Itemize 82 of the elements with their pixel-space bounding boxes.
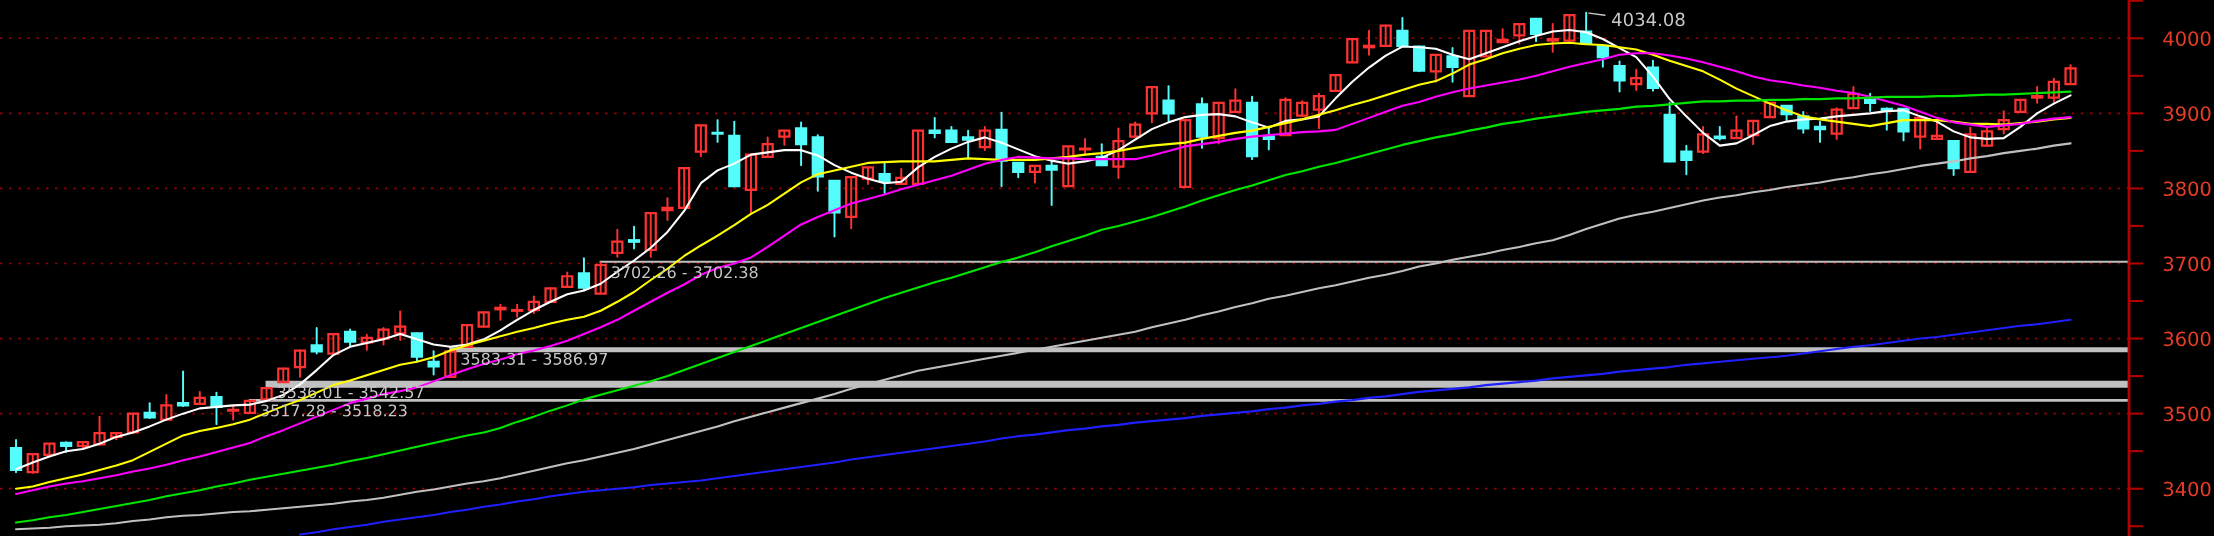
annotation: 4034.08 xyxy=(1612,12,1685,27)
candlestick xyxy=(577,257,591,292)
y-tick-label: 3900 xyxy=(2163,106,2211,122)
candlestick xyxy=(1346,37,1359,64)
candlestick xyxy=(928,116,941,139)
candlestick xyxy=(160,393,173,421)
candlestick xyxy=(210,391,223,426)
candlestick xyxy=(1145,85,1158,124)
candlestick xyxy=(2047,77,2060,104)
candlestick xyxy=(678,167,691,210)
candlestick xyxy=(911,129,925,186)
candlestick xyxy=(1279,97,1292,137)
candlestick xyxy=(93,415,106,446)
candlestick xyxy=(126,412,140,434)
y-tick-label: 3600 xyxy=(2163,331,2211,347)
candlestick xyxy=(1396,17,1409,47)
candlestick xyxy=(1362,29,1376,56)
candlestick xyxy=(1479,29,1493,58)
candlestick xyxy=(845,176,858,230)
candlestick xyxy=(26,453,39,474)
candlestick xyxy=(1062,145,1075,188)
candlestick xyxy=(9,438,23,474)
y-tick-label: 3400 xyxy=(2163,481,2211,497)
candlestick xyxy=(1546,23,1559,53)
candlestick xyxy=(1529,17,1543,43)
candlestick xyxy=(978,125,991,152)
candlestick xyxy=(176,370,190,408)
candlestick xyxy=(761,136,774,159)
candlestick xyxy=(1680,144,1693,176)
candlestick xyxy=(611,228,624,258)
candlestick xyxy=(460,323,474,348)
candlestick xyxy=(1329,73,1342,92)
y-tick-label: 3500 xyxy=(2163,406,2211,422)
candlestick xyxy=(661,197,674,221)
candlestick xyxy=(1179,119,1192,189)
candlestick xyxy=(1229,88,1242,113)
candlestick xyxy=(511,303,524,318)
candlestick xyxy=(694,124,707,158)
candlestick xyxy=(1997,110,2010,135)
candlestick xyxy=(1630,68,1643,92)
candlestick xyxy=(494,303,507,321)
candlestick xyxy=(1262,127,1275,151)
candlestick xyxy=(1696,125,1710,155)
candlestick xyxy=(1730,115,1743,140)
candlestick xyxy=(1980,126,1994,147)
candlestick xyxy=(310,327,323,355)
candlestick xyxy=(1613,60,1626,93)
candlestick xyxy=(1162,85,1175,123)
candlestick xyxy=(1813,120,1827,143)
candlestick xyxy=(1830,107,1843,140)
candlestick xyxy=(1964,126,1977,174)
candlestick xyxy=(1446,47,1459,83)
candlestick xyxy=(1379,24,1392,47)
candlestick xyxy=(1563,13,1576,42)
candlestick xyxy=(1747,119,1760,146)
candlestick xyxy=(644,212,657,258)
candlestick xyxy=(444,350,457,378)
candlestick xyxy=(794,121,808,167)
y-tick-label: 3800 xyxy=(2163,181,2211,197)
candlestick xyxy=(410,332,424,363)
candlestick xyxy=(627,225,641,250)
candlestick xyxy=(394,310,407,342)
y-tick-label: 3700 xyxy=(2163,256,2211,272)
candlestick xyxy=(1312,92,1326,130)
candlestick xyxy=(711,119,724,143)
candlestick xyxy=(1429,53,1442,83)
candlestick xyxy=(327,332,340,355)
candlestick xyxy=(962,129,975,160)
candlestick xyxy=(1914,116,1927,150)
candlestick xyxy=(1513,22,1526,45)
candlestick xyxy=(1112,127,1125,179)
candlestick xyxy=(1045,160,1058,206)
candlestick xyxy=(2064,64,2077,86)
candlestick xyxy=(878,162,891,194)
candlestick xyxy=(427,350,440,376)
y-tick-label: 4000 xyxy=(2163,31,2211,46)
candlestick xyxy=(594,261,607,295)
candlestick xyxy=(744,153,758,215)
candlestick xyxy=(1463,29,1476,98)
candlestick xyxy=(293,349,307,378)
candlestick xyxy=(1847,86,1860,110)
candlestick xyxy=(1212,101,1225,145)
